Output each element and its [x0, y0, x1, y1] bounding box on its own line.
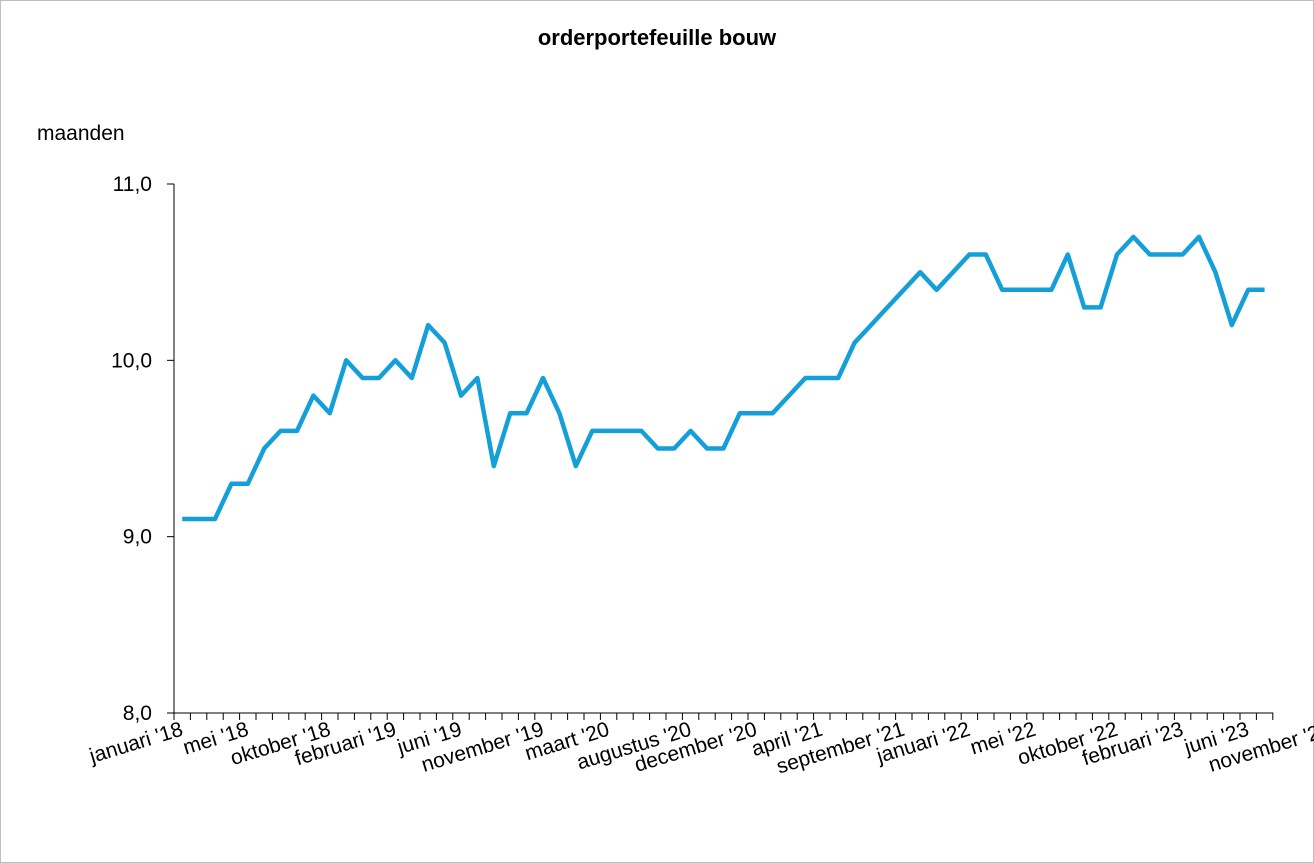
x-tick-label: januari '18 — [86, 718, 186, 768]
axes — [173, 184, 1274, 714]
y-tick-label: 11,0 — [113, 173, 152, 196]
y-tick-label: 9,0 — [123, 526, 152, 549]
y-axis-ticks: 8,0 9,0 10,0 11,0 — [111, 173, 174, 725]
series-line — [182, 234, 1265, 522]
chart-title: orderportefeuille bouw — [538, 25, 777, 50]
y-tick-label: 10,0 — [111, 349, 152, 372]
y-tick-label: 8,0 — [123, 702, 152, 725]
series-group — [182, 234, 1265, 522]
y-axis-unit-label: maanden — [37, 122, 125, 145]
